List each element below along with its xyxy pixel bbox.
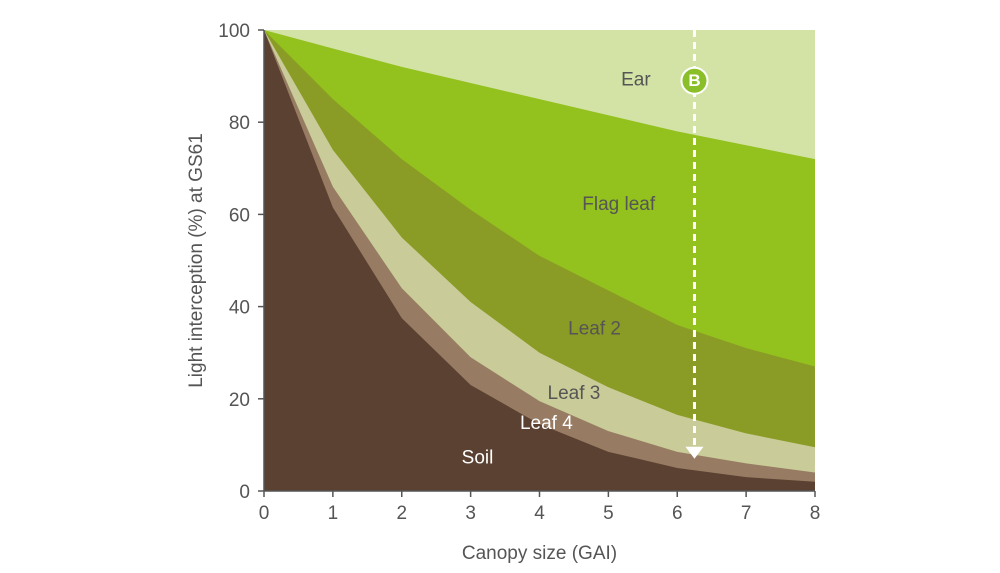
x-tick-label: 4: [534, 503, 545, 524]
annotation-arrow-head: [685, 446, 704, 459]
label-leaf-2: Leaf 2: [568, 319, 621, 340]
x-tick-label: 3: [465, 503, 476, 524]
label-leaf-4: Leaf 4: [520, 413, 573, 434]
x-tick-label: 2: [396, 503, 407, 524]
annotation-marker-circle: [680, 66, 709, 95]
label-flag-leaf: Flag leaf: [582, 194, 656, 215]
x-tick-label: 1: [328, 503, 339, 524]
x-ticks: 0 1 2 3 4 5 6 7 8: [259, 491, 821, 524]
label-ear: Ear: [621, 70, 651, 91]
y-ticks: 0 20 40 60 80 100: [218, 21, 264, 503]
x-tick-label: 5: [603, 503, 614, 524]
x-tick-label: 7: [741, 503, 752, 524]
y-tick-label: 100: [218, 21, 250, 42]
x-tick-label: 0: [259, 503, 270, 524]
area-soil: [264, 30, 815, 491]
region-labels: Ear Flag leaf Leaf 2 Leaf 3 Leaf 4 Soil: [462, 70, 656, 469]
y-tick-label: 80: [229, 113, 250, 134]
y-tick-label: 20: [229, 390, 250, 411]
axes: 0 1 2 3 4 5 6 7 8 0 20 40 60 80 100 Canopy size (GAI)…: [186, 21, 820, 564]
y-axis-title: Light interception (%) at GS61: [186, 133, 207, 388]
stacked-areas: [264, 30, 815, 491]
y-tick-label: 0: [239, 482, 250, 503]
annotation-marker-label: B: [688, 71, 700, 90]
label-leaf-3: Leaf 3: [548, 383, 601, 404]
x-axis-title: Canopy size (GAI): [462, 543, 617, 564]
y-tick-label: 60: [229, 205, 250, 226]
label-soil: Soil: [462, 448, 494, 469]
x-tick-label: 6: [672, 503, 683, 524]
x-tick-label: 8: [810, 503, 821, 524]
y-tick-label: 40: [229, 298, 250, 319]
annotation-group: B: [680, 30, 709, 459]
